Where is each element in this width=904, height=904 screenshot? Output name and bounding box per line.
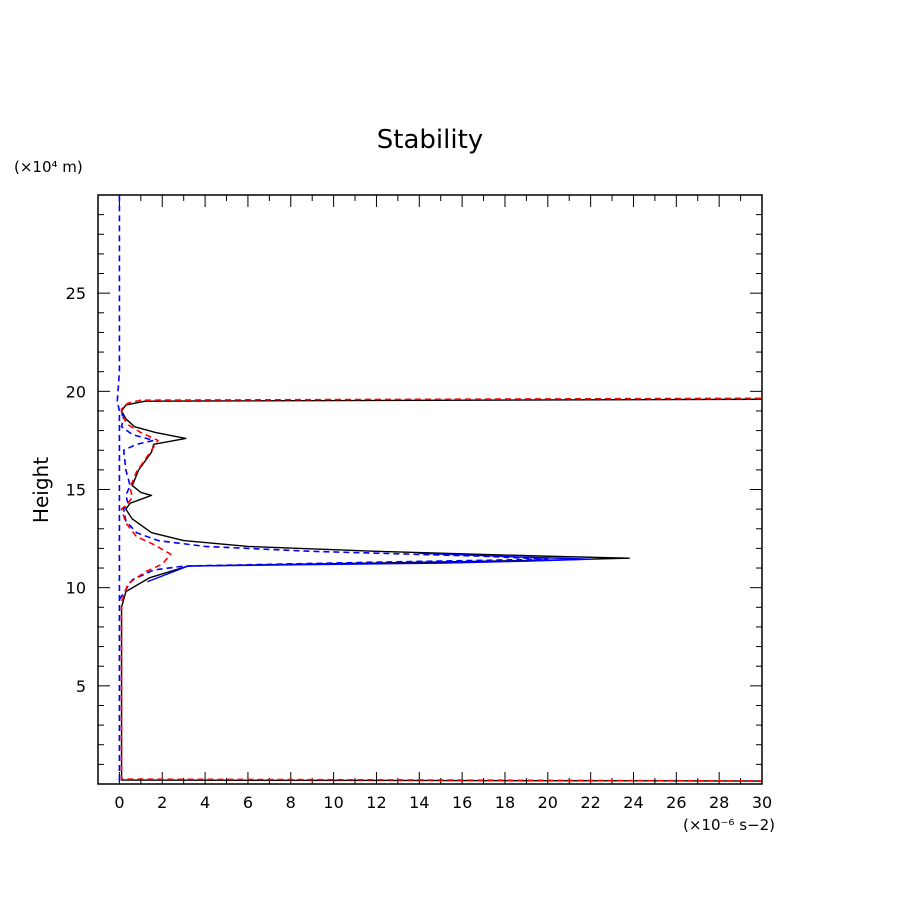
- chart-title: Stability: [377, 125, 483, 155]
- x-tick-label: 2: [157, 793, 167, 812]
- x-tick-label: 22: [580, 793, 600, 812]
- x-tick-label: 14: [409, 793, 429, 812]
- major-ticks: [98, 195, 763, 784]
- x-tick-label: 18: [495, 793, 515, 812]
- x-tick-label: 16: [452, 793, 472, 812]
- x-tick-label: 30: [752, 793, 772, 812]
- x-tick-label: 10: [323, 793, 343, 812]
- y-tick-label: 10: [66, 579, 86, 598]
- x-tick-label: 6: [243, 793, 253, 812]
- x-tick-label: 0: [114, 793, 124, 812]
- minor-ticks: [97, 195, 762, 784]
- plot-frame: [97, 194, 763, 785]
- x-tick-label: 20: [538, 793, 558, 812]
- y-tick-label: 25: [66, 284, 86, 303]
- x-unit-label: (×10⁻⁶ s−2): [683, 816, 775, 834]
- series-line-3: [118, 410, 549, 600]
- y-tick-label: 20: [66, 382, 86, 401]
- x-tick-label: 28: [709, 793, 729, 812]
- series-line-2: [116, 195, 121, 782]
- y-tick-label: 15: [66, 481, 86, 500]
- x-tick-label: 12: [366, 793, 386, 812]
- y-axis-label: Height: [29, 457, 53, 523]
- series-layer: [116, 195, 762, 782]
- series-line-0: [120, 398, 762, 782]
- x-tick-label: 4: [200, 793, 210, 812]
- series-line-4: [120, 397, 762, 782]
- x-tick-label: 26: [666, 793, 686, 812]
- y-tick-label: 5: [76, 677, 86, 696]
- y-unit-label: (×10⁴ m): [14, 158, 83, 176]
- x-tick-label: 24: [623, 793, 643, 812]
- x-tick-label: 8: [286, 793, 296, 812]
